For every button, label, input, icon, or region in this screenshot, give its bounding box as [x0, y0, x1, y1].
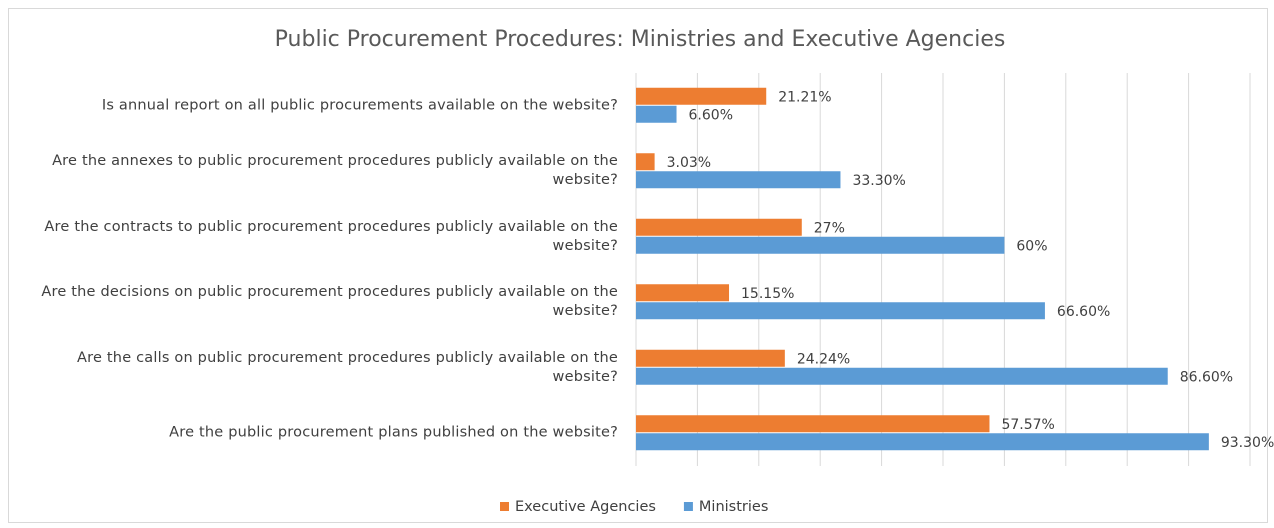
legend-swatch — [500, 502, 509, 511]
value-label: 27% — [814, 220, 845, 236]
value-label: 66.60% — [1057, 304, 1110, 320]
value-label: 3.03% — [667, 155, 711, 171]
bar — [636, 153, 655, 171]
legend-label: Ministries — [699, 499, 768, 515]
bar — [636, 349, 785, 367]
category-label: Are the contracts to public procurement … — [44, 218, 618, 254]
bar — [636, 87, 767, 105]
category-label: Are the decisions on public procurement … — [41, 284, 618, 320]
category-label: Are the calls on public procurement proc… — [77, 349, 618, 385]
bar — [636, 415, 990, 433]
value-label: 60% — [1016, 238, 1047, 254]
value-label: 24.24% — [797, 351, 850, 367]
bar — [636, 302, 1045, 320]
value-label: 93.30% — [1221, 435, 1274, 451]
value-label: 15.15% — [741, 286, 794, 302]
bar — [636, 105, 677, 123]
bar — [636, 236, 1005, 254]
bar — [636, 367, 1168, 385]
category-label: Is annual report on all public procureme… — [101, 97, 618, 114]
value-label: 6.60% — [689, 107, 733, 123]
legend-swatch — [683, 502, 693, 511]
legend-label: Executive Agencies — [515, 499, 656, 515]
value-label: 33.30% — [852, 173, 905, 189]
chart-title: Public Procurement Procedures: Ministrie… — [275, 27, 1006, 52]
bar — [636, 433, 1209, 451]
value-label: 57.57% — [1001, 417, 1054, 433]
category-label: Are the public procurement plans publish… — [169, 424, 618, 441]
value-label: 86.60% — [1180, 369, 1233, 385]
category-label: Are the annexes to public procurement pr… — [52, 153, 618, 189]
bar — [636, 171, 841, 189]
bar — [636, 218, 802, 236]
value-label: 21.21% — [778, 89, 831, 105]
bar — [636, 284, 730, 302]
